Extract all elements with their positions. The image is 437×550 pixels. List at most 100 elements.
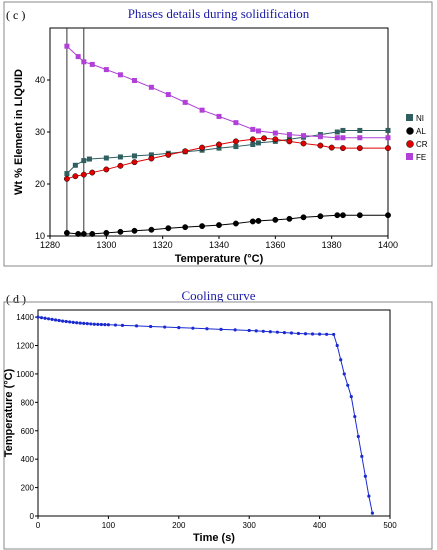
data-point-ni (385, 127, 391, 133)
data-point-cr (80, 171, 87, 178)
x-tick-label: 200 (172, 521, 186, 530)
data-point-fe (385, 135, 391, 141)
data-point-fe (89, 61, 95, 67)
data-point-fe (165, 92, 171, 98)
cooling-data-point (149, 324, 153, 329)
data-point-cr (356, 145, 363, 152)
cooling-data-point (68, 320, 72, 324)
cooling-chart-svg: 0 100 200 300 400 500 0 200 400 600 800 1000 1200 140… (3, 301, 433, 550)
series-line-al (66, 214, 388, 235)
data-point-ni (148, 152, 154, 158)
x-tick-label: 1360 (265, 240, 285, 250)
cooling-data-point (57, 318, 61, 323)
data-point-al (300, 214, 307, 221)
data-point-al (356, 212, 363, 219)
cooling-data-point (370, 511, 374, 515)
cooling-data-point (43, 316, 47, 320)
data-point-al (75, 230, 82, 237)
x-tick-label: 300 (243, 521, 257, 530)
data-point-fe (132, 78, 137, 84)
x-tick-label: 1400 (378, 240, 398, 250)
cooling-data-point (89, 322, 93, 326)
data-point-ni (233, 144, 239, 150)
data-point-ni (86, 156, 92, 162)
data-point-cr (328, 144, 335, 151)
x-axis-label: Time (s) (193, 532, 235, 544)
cooling-data-point (282, 330, 286, 335)
data-point-al (80, 230, 87, 237)
data-point-al (103, 229, 110, 236)
x-tick-label: 500 (383, 521, 397, 530)
chart-title-phases: Phases details during solidification (127, 6, 310, 21)
data-point-fe (216, 113, 222, 119)
cooling-data-point (332, 332, 336, 337)
data-point-cr (165, 151, 172, 158)
panel-phases-chart: ( c ) Phases details during solidificati… (0, 0, 437, 270)
data-point-ni (81, 158, 87, 164)
data-point-cr (272, 136, 279, 143)
y-tick-label: 10 (35, 231, 45, 241)
cooling-data-point (163, 325, 167, 329)
data-point-ni (216, 145, 222, 151)
legend-label-ni: NI (416, 114, 424, 123)
y-axis-label: Wt % Element in LIQUID (13, 69, 25, 195)
data-point-al (249, 218, 256, 225)
phases-chart-svg: 1280 1300 1320 1340 1360 1380 1400 10 20 30 40 Temp… (3, 1, 433, 267)
panel-label-c: ( c ) (6, 8, 26, 22)
panel-frame (3, 301, 433, 550)
data-point-al (63, 229, 70, 236)
cooling-curve-line (37, 316, 373, 514)
data-point-fe (334, 135, 340, 141)
legend-swatch-cr (406, 140, 414, 148)
data-point-cr (286, 138, 293, 145)
cooling-data-point (275, 330, 279, 334)
cooling-data-point (303, 332, 308, 336)
data-point-fe (340, 135, 346, 141)
data-point-al (89, 230, 96, 237)
data-point-fe (255, 128, 261, 134)
y-tick-label: 1200 (16, 342, 34, 351)
x-tick-label: 400 (313, 521, 327, 530)
y-tick-label: 600 (21, 427, 35, 436)
data-point-fe (317, 134, 323, 140)
data-point-cr (131, 159, 138, 166)
cooling-data-point (360, 454, 364, 458)
cooling-data-point (61, 319, 65, 323)
data-point-fe (117, 72, 123, 78)
data-point-al (117, 228, 124, 235)
data-point-fe (301, 133, 306, 139)
data-point-fe (182, 99, 188, 105)
series-line-fe (66, 45, 388, 139)
x-tick-label: 1320 (153, 240, 173, 250)
cooling-data-point (75, 321, 79, 325)
plot-area (37, 309, 391, 517)
x-tick-label: 1340 (209, 240, 229, 250)
data-point-cr (182, 148, 189, 155)
cooling-data-point (349, 395, 353, 399)
cooling-data-point (134, 324, 139, 328)
data-point-al (317, 213, 324, 220)
data-point-al (286, 215, 293, 222)
x-tick-label: 1380 (322, 240, 342, 250)
data-point-al (148, 226, 155, 233)
x-tick-label: 1280 (40, 240, 60, 250)
data-point-al (272, 216, 279, 223)
data-point-al (339, 212, 346, 219)
y-tick-label: 200 (21, 484, 35, 493)
data-point-ni (132, 153, 137, 159)
data-point-fe (148, 84, 154, 90)
cooling-data-point (335, 343, 339, 348)
chart-title-cooling: Cooling curve (181, 288, 256, 303)
cooling-data-point (247, 328, 251, 333)
data-point-fe (64, 43, 70, 49)
y-tick-label: 1000 (16, 370, 34, 379)
cooling-data-point (99, 322, 103, 327)
data-point-cr (63, 175, 70, 182)
cooling-data-point (39, 316, 44, 320)
cooling-data-point (64, 319, 68, 324)
cooling-data-point (233, 328, 237, 332)
cooling-data-point (342, 372, 346, 376)
data-point-al (131, 227, 138, 234)
cooling-data-point (85, 322, 89, 326)
cooling-data-point (353, 414, 357, 419)
